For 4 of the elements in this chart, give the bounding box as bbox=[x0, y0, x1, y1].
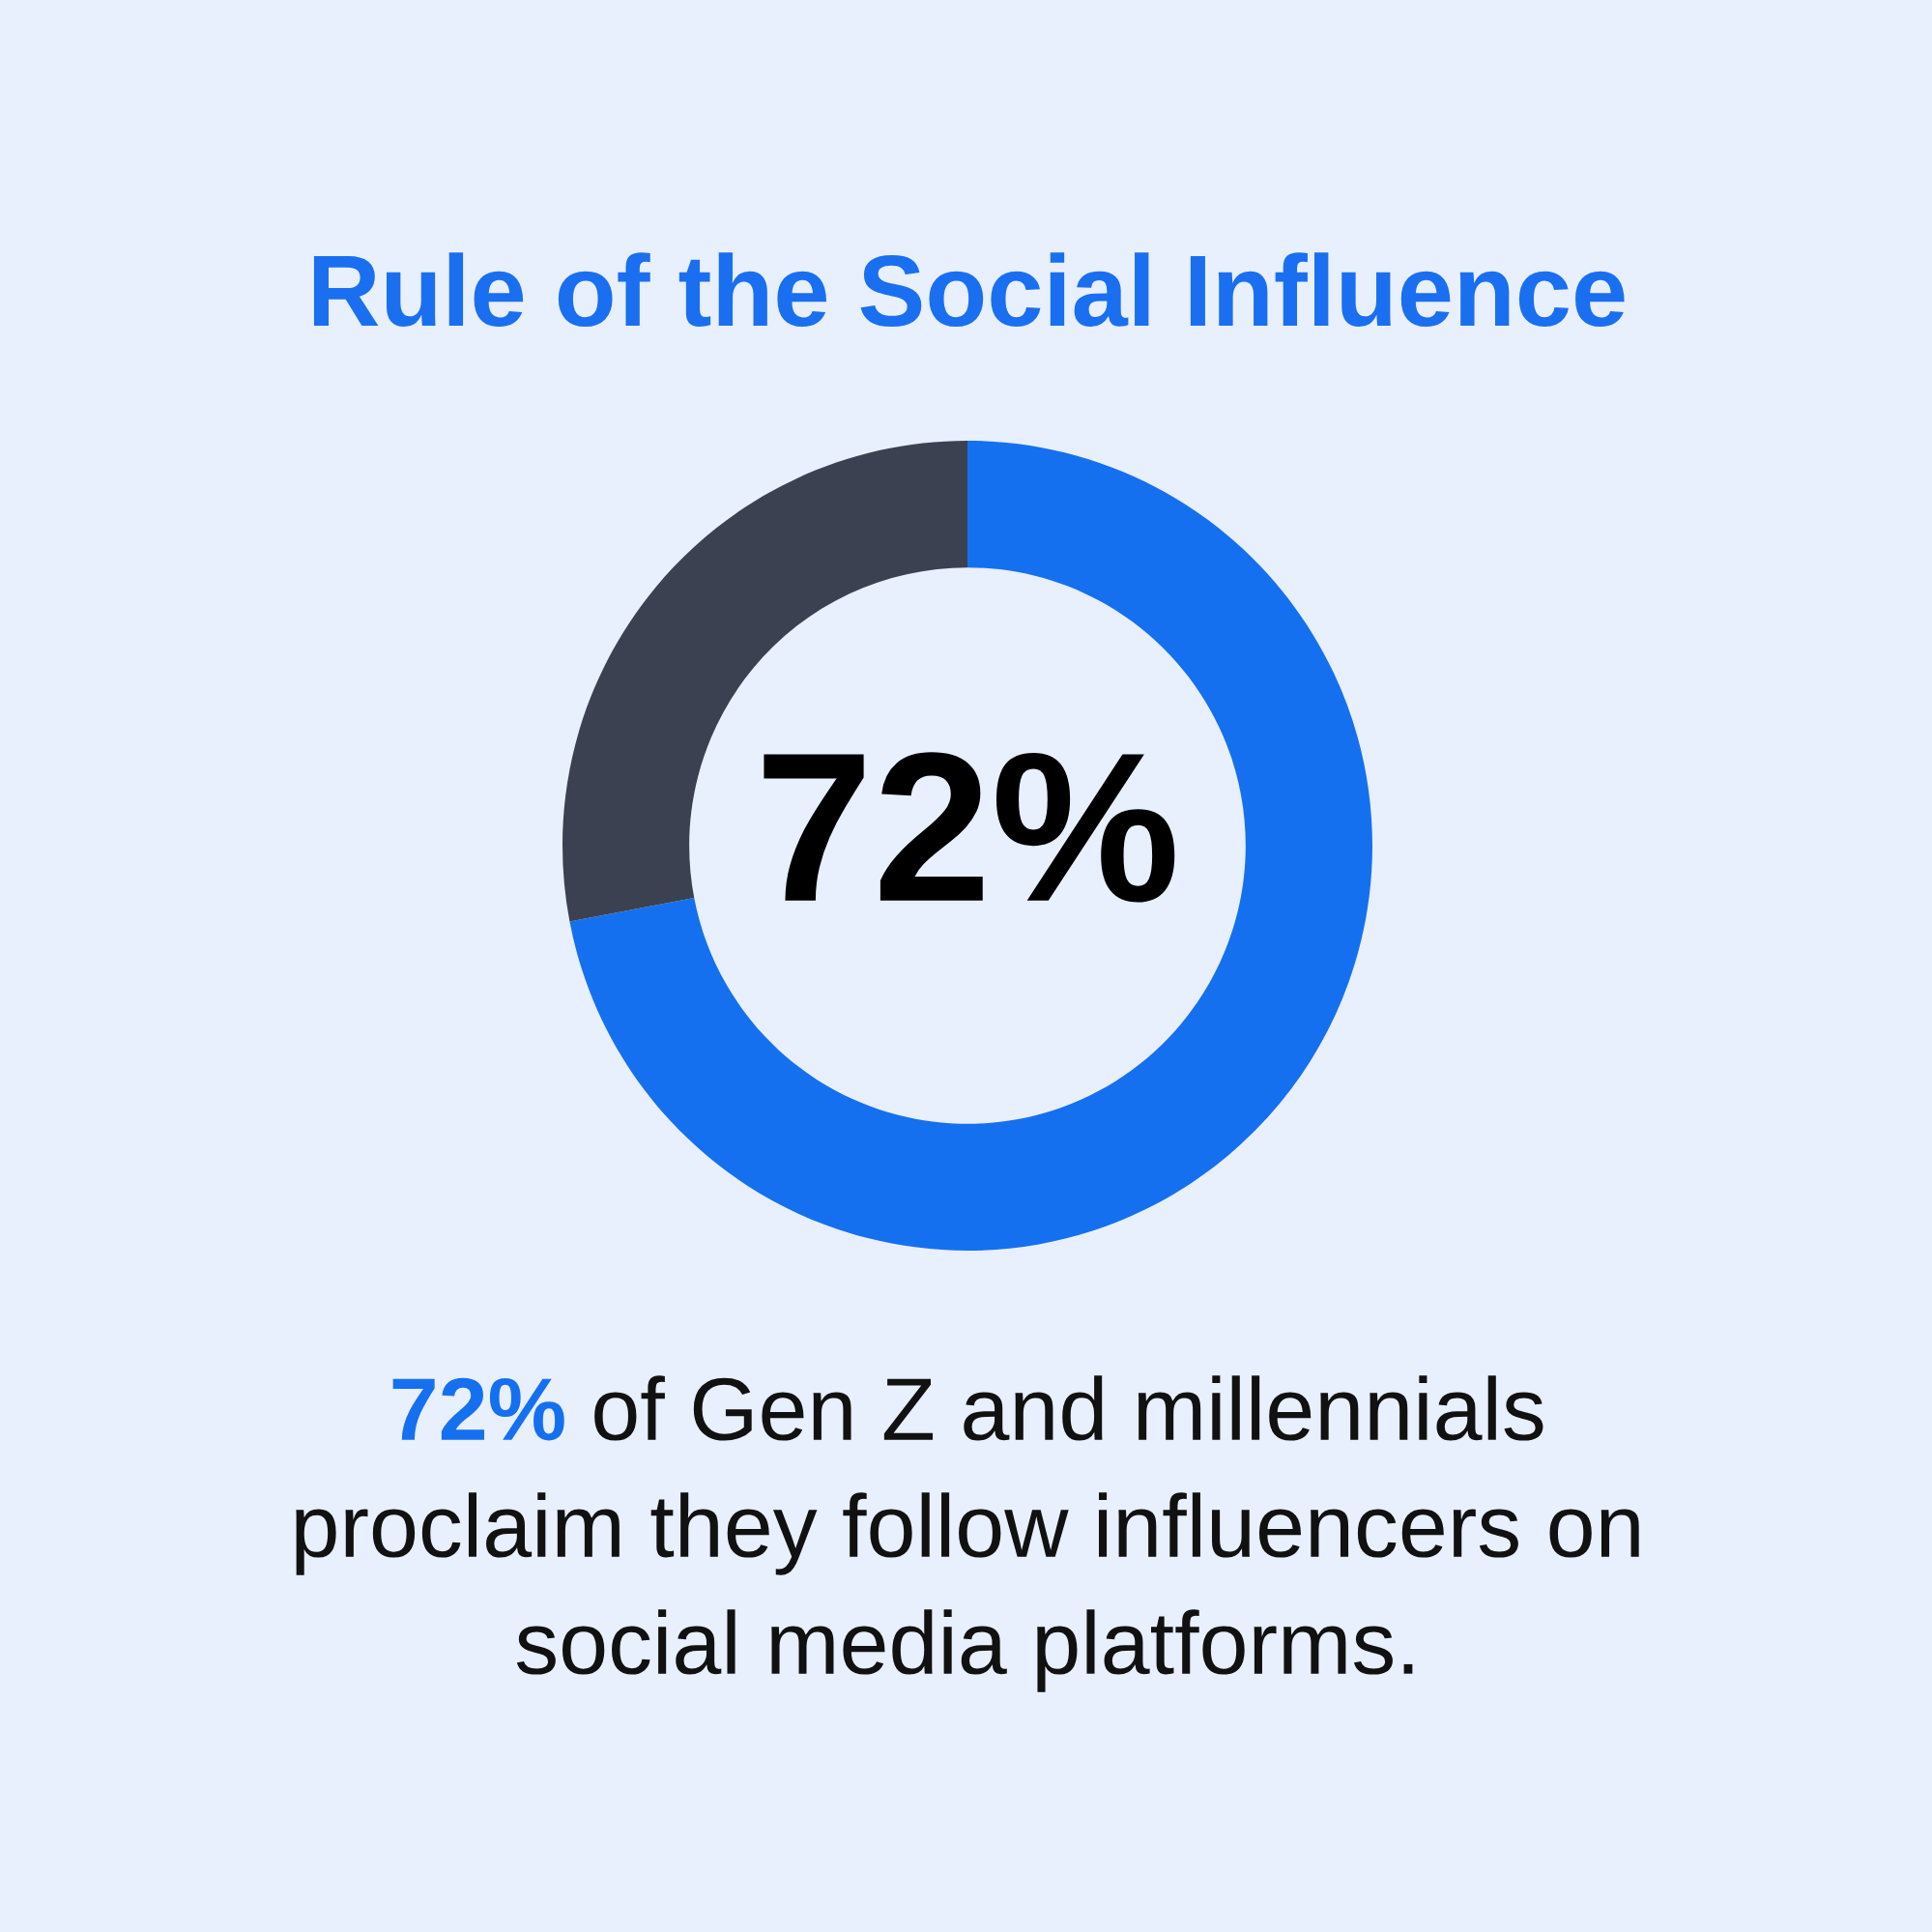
chart-title: Rule of the Social Influence bbox=[313, 252, 1625, 328]
text: 72% bbox=[764, 752, 1175, 903]
text: 72% of Gen Z and millennials proclaim they follow influencers on social media platforms. bbox=[296, 1375, 1639, 1692]
donut-slice bbox=[569, 441, 1372, 1251]
